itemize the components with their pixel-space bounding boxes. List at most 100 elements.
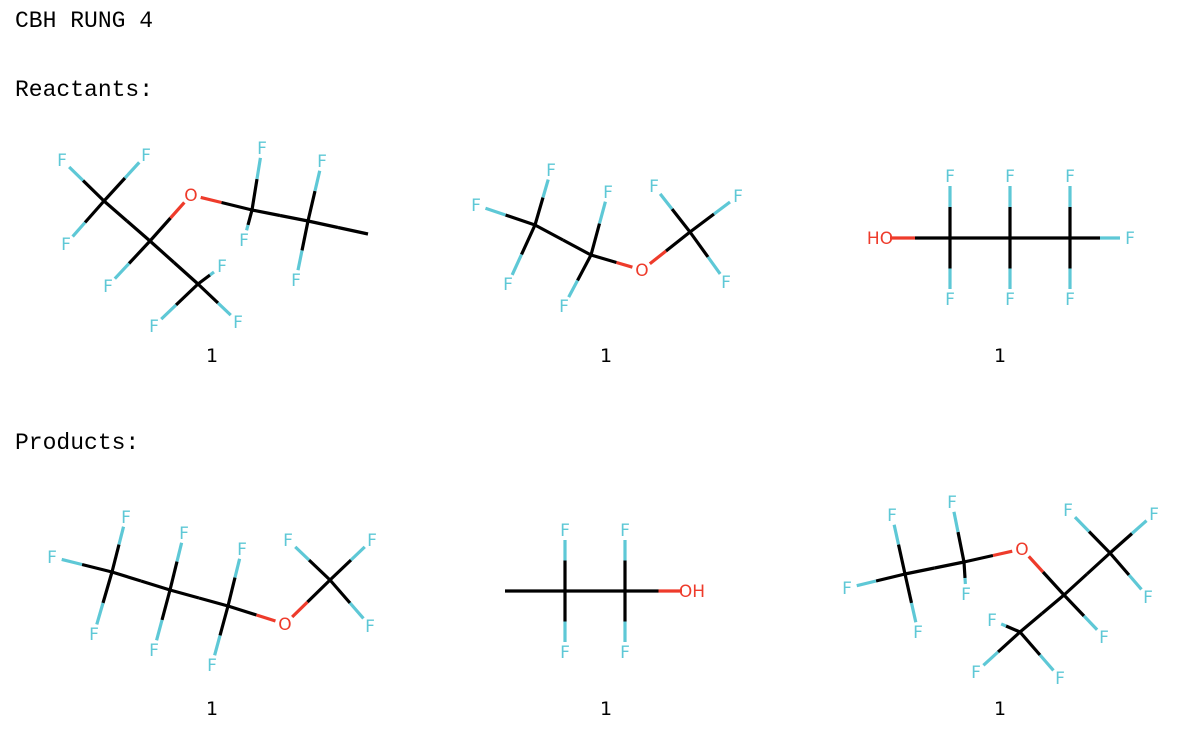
fluorine-atom-label: F: [971, 663, 981, 683]
fluorine-atom-label: F: [89, 625, 99, 645]
bond: [962, 561, 967, 585]
fluorine-atom-label: F: [560, 643, 570, 663]
bond: [148, 239, 200, 286]
fluorine-atom-label: F: [546, 161, 556, 181]
bond: [484, 206, 536, 227]
fluorine-atom-label: F: [887, 506, 897, 526]
fluorine-atom-label: F: [1149, 505, 1159, 525]
fluorine-atom-label: F: [179, 524, 189, 544]
fluorine-atom-label: F: [471, 196, 481, 216]
fluorine-atom-label: F: [103, 277, 113, 297]
fluorine-atom-label: F: [620, 643, 630, 663]
bond: [952, 511, 966, 563]
fluorine-atom-label: F: [61, 235, 71, 255]
bond: [1073, 516, 1112, 555]
bond: [61, 557, 113, 574]
fluorine-atom-label: F: [283, 531, 293, 551]
fluorine-atom-label: F: [365, 617, 375, 637]
fluorine-atom-label: F: [141, 146, 151, 166]
bond: [169, 588, 229, 608]
bond: [111, 570, 171, 592]
bond: [533, 179, 550, 226]
bond: [148, 201, 186, 243]
fluorine-atom-label: F: [649, 177, 659, 197]
bond: [688, 231, 722, 275]
fluorine-atom-label: F: [207, 656, 217, 676]
bond: [213, 605, 230, 656]
fluorine-atom-label: F: [237, 540, 247, 560]
bond: [197, 270, 215, 286]
bond: [1062, 593, 1099, 631]
bond: [1018, 630, 1055, 672]
bond: [71, 199, 106, 238]
fluorine-atom-label: F: [149, 317, 159, 337]
fluorine-atom-label: F: [1125, 229, 1135, 249]
fluorine-atom-label: F: [721, 273, 731, 293]
bond: [856, 572, 906, 588]
reactant-3: HO F F F F F F F 1: [867, 167, 1135, 367]
page-title: CBH RUNG 4: [15, 8, 154, 34]
fluorine-atom-label: F: [733, 187, 743, 207]
bond: [113, 239, 152, 280]
bond: [95, 571, 114, 625]
bond: [328, 578, 365, 620]
oxygen-atom-label: O: [1015, 540, 1028, 560]
coefficient-label: 1: [206, 345, 218, 367]
fluorine-atom-label: F: [1065, 290, 1075, 310]
bond: [982, 630, 1022, 667]
product-1: F F F F F F F F F F O 1: [47, 508, 377, 720]
bond: [903, 573, 918, 623]
bond: [658, 192, 692, 233]
bond: [68, 165, 106, 203]
fluorine-atom-label: F: [842, 579, 852, 599]
fluorine-atom-label: F: [603, 183, 613, 203]
fluorine-atom-label: F: [947, 493, 957, 513]
bond: [328, 545, 366, 582]
bond: [590, 253, 633, 269]
fluorine-atom-label: F: [257, 139, 267, 159]
reactants-heading: Reactants:: [15, 77, 154, 103]
hydroxyl-label: OH: [679, 582, 705, 602]
fluorine-atom-label: F: [1065, 167, 1075, 187]
bond: [1027, 555, 1066, 597]
oxygen-atom-label: O: [184, 186, 197, 206]
fluorine-atom-label: F: [367, 531, 377, 551]
bond: [155, 589, 172, 641]
bond: [306, 170, 322, 222]
bond: [904, 560, 965, 576]
fluorine-atom-label: F: [1055, 669, 1065, 689]
fluorine-atom-label: F: [945, 167, 955, 187]
fluorine-atom-label: F: [620, 521, 630, 541]
coefficient-label: 1: [994, 345, 1006, 367]
bond: [963, 549, 1013, 564]
bond: [648, 230, 691, 266]
reactant-2: F F F F F F F F O 1: [471, 161, 743, 367]
fluorine-atom-label: F: [57, 151, 67, 171]
fluorine-atom-label: F: [1143, 588, 1153, 608]
fluorine-atom-label: F: [1099, 628, 1109, 648]
fluorine-atom-label: F: [121, 508, 131, 528]
fluorine-atom-label: F: [217, 257, 227, 277]
bond: [251, 208, 309, 223]
bond: [245, 209, 254, 231]
bond: [567, 254, 593, 298]
bond: [102, 161, 141, 203]
bond: [307, 219, 369, 236]
oxygen-atom-label: O: [278, 615, 291, 635]
fluorine-atom-label: F: [239, 231, 249, 251]
bond: [294, 545, 332, 582]
bond: [200, 195, 253, 212]
bond: [196, 282, 232, 317]
bond: [689, 200, 731, 234]
bond: [160, 282, 200, 321]
fluorine-atom-label: F: [233, 313, 243, 333]
bond: [296, 220, 310, 271]
bond: [1108, 551, 1143, 591]
bond: [168, 542, 184, 591]
bond: [1018, 593, 1066, 634]
bond: [534, 223, 592, 257]
fluorine-atom-label: F: [1005, 167, 1015, 187]
fluorine-atom-label: F: [503, 275, 513, 295]
bond: [102, 199, 152, 243]
